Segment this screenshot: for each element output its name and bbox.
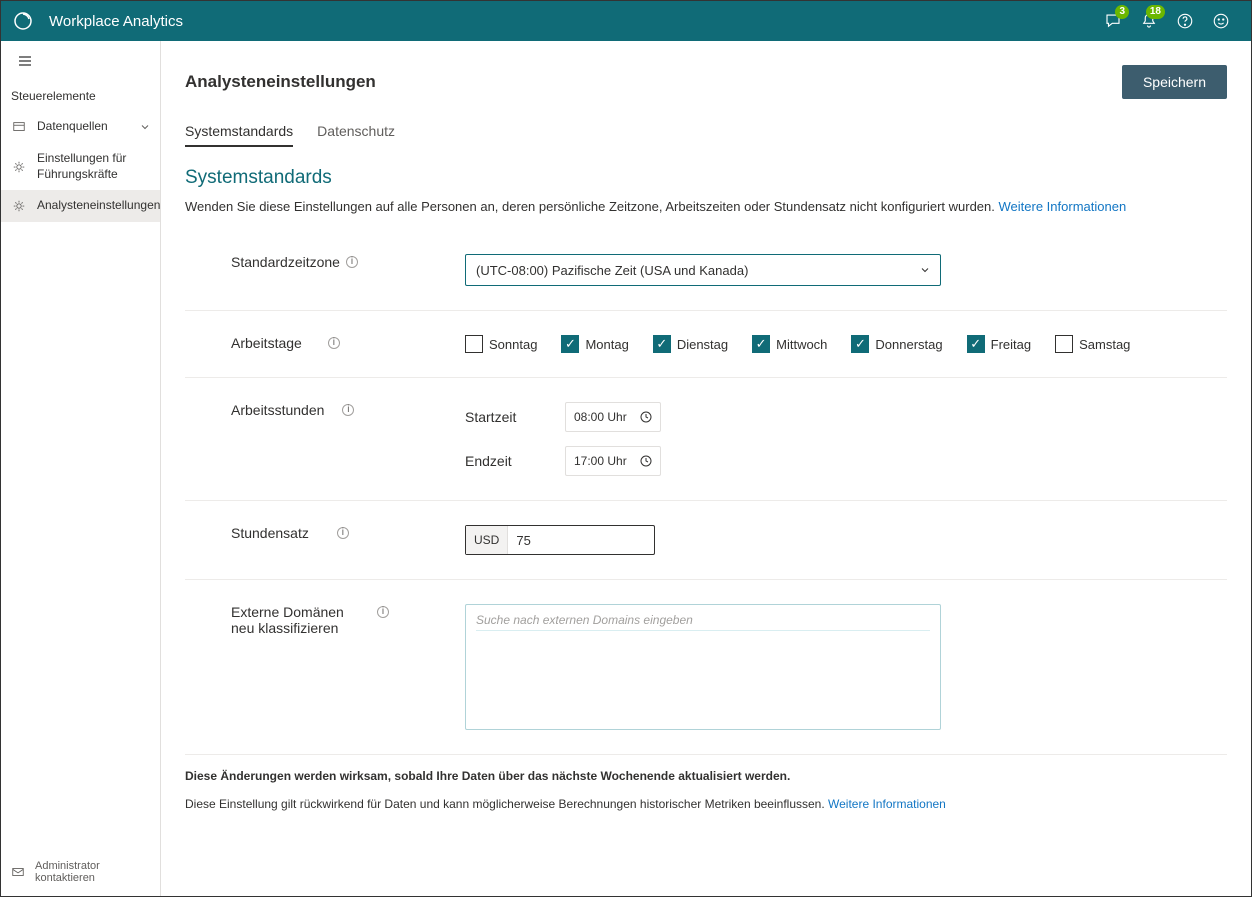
content-area: Analysteneinstellungen Speichern Systems… bbox=[161, 41, 1251, 896]
tabs: Systemstandards Datenschutz bbox=[185, 123, 1227, 147]
chat-icon[interactable]: 3 bbox=[1095, 1, 1131, 41]
checkbox-label: Samstag bbox=[1079, 337, 1130, 352]
chat-badge: 3 bbox=[1115, 5, 1129, 19]
sidebar-item-label: Einstellungen für Führungskräfte bbox=[37, 151, 150, 182]
save-button[interactable]: Speichern bbox=[1122, 65, 1227, 99]
rate-currency: USD bbox=[466, 526, 508, 554]
checkbox-label: Dienstag bbox=[677, 337, 728, 352]
checkbox-box: ✓ bbox=[752, 335, 770, 353]
workday-checkbox-sonntag[interactable]: Sonntag bbox=[465, 335, 537, 353]
bell-icon[interactable]: 18 bbox=[1131, 1, 1167, 41]
tab-systemstandards[interactable]: Systemstandards bbox=[185, 123, 293, 147]
checkbox-label: Donnerstag bbox=[875, 337, 942, 352]
section-heading: Systemstandards bbox=[185, 167, 1227, 189]
workhours-label: Arbeitsstunden bbox=[231, 402, 324, 418]
workday-checkbox-samstag[interactable]: Samstag bbox=[1055, 335, 1130, 353]
checkbox-box bbox=[1055, 335, 1073, 353]
sidebar: Steuerelemente Datenquellen Einstellunge… bbox=[1, 41, 161, 896]
more-info-link[interactable]: Weitere Informationen bbox=[999, 199, 1127, 214]
rate-label: Stundensatz bbox=[231, 525, 309, 541]
info-icon[interactable]: i bbox=[346, 256, 358, 268]
sidebar-item-label: Datenquellen bbox=[37, 119, 130, 135]
workday-checkbox-donnerstag[interactable]: ✓ Donnerstag bbox=[851, 335, 942, 353]
help-icon[interactable] bbox=[1167, 1, 1203, 41]
checkbox-label: Freitag bbox=[991, 337, 1031, 352]
sidebar-section-title: Steuerelemente bbox=[1, 81, 160, 111]
mail-icon bbox=[11, 865, 25, 879]
top-bar: Workplace Analytics 3 18 bbox=[1, 1, 1251, 41]
info-icon[interactable]: i bbox=[377, 606, 389, 618]
footer-more-info-link[interactable]: Weitere Informationen bbox=[828, 797, 946, 811]
sources-icon bbox=[11, 119, 27, 135]
sidebar-footer-label: Administrator kontaktieren bbox=[35, 860, 150, 884]
sidebar-item-datenquellen[interactable]: Datenquellen bbox=[1, 111, 160, 143]
end-time-input[interactable]: 17:00 Uhr bbox=[565, 446, 661, 476]
chevron-down-icon bbox=[140, 122, 150, 132]
checkbox-label: Sonntag bbox=[489, 337, 537, 352]
checkbox-box: ✓ bbox=[653, 335, 671, 353]
info-icon[interactable]: i bbox=[342, 404, 354, 416]
workday-checkbox-montag[interactable]: ✓ Montag bbox=[561, 335, 628, 353]
info-icon[interactable]: i bbox=[328, 337, 340, 349]
sidebar-item-einstellungen-fuehrungskraefte[interactable]: Einstellungen für Führungskräfte bbox=[1, 143, 160, 190]
workdays-checkboxes: Sonntag ✓ Montag ✓ Dienstag ✓ Mittwoch ✓ Donners… bbox=[465, 335, 1227, 353]
bell-badge: 18 bbox=[1146, 5, 1165, 19]
checkbox-label: Montag bbox=[585, 337, 628, 352]
checkbox-box: ✓ bbox=[561, 335, 579, 353]
checkbox-box bbox=[465, 335, 483, 353]
gear-icon bbox=[11, 159, 27, 175]
domains-search-box[interactable]: Suche nach externen Domains eingeben bbox=[465, 604, 941, 730]
end-time-label: Endzeit bbox=[465, 453, 525, 469]
footer-note-1: Diese Änderungen werden wirksam, sobald … bbox=[185, 769, 1227, 783]
checkbox-box: ✓ bbox=[967, 335, 985, 353]
workday-checkbox-freitag[interactable]: ✓ Freitag bbox=[967, 335, 1031, 353]
sidebar-footer-contact[interactable]: Administrator kontaktieren bbox=[1, 852, 160, 896]
timezone-label: Standardzeitzone bbox=[231, 254, 340, 270]
domains-label: Externe Domänen neu klassifizieren bbox=[231, 604, 371, 636]
start-time-input[interactable]: 08:00 Uhr bbox=[565, 402, 661, 432]
start-time-label: Startzeit bbox=[465, 409, 525, 425]
section-description: Wenden Sie diese Einstellungen auf alle … bbox=[185, 199, 1227, 214]
app-title: Workplace Analytics bbox=[49, 13, 183, 30]
checkbox-box: ✓ bbox=[851, 335, 869, 353]
feedback-icon[interactable] bbox=[1203, 1, 1239, 41]
tab-datenschutz[interactable]: Datenschutz bbox=[317, 123, 395, 147]
clock-icon bbox=[640, 411, 652, 423]
sidebar-item-analysteneinstellungen[interactable]: Analysteneinstellungen bbox=[1, 190, 160, 222]
hamburger-icon[interactable] bbox=[1, 41, 160, 81]
timezone-value: (UTC-08:00) Pazifische Zeit (USA und Kan… bbox=[476, 263, 748, 278]
workday-checkbox-dienstag[interactable]: ✓ Dienstag bbox=[653, 335, 728, 353]
rate-value: 75 bbox=[508, 526, 538, 554]
workday-checkbox-mittwoch[interactable]: ✓ Mittwoch bbox=[752, 335, 827, 353]
timezone-dropdown[interactable]: (UTC-08:00) Pazifische Zeit (USA und Kan… bbox=[465, 254, 941, 286]
clock-icon bbox=[640, 455, 652, 467]
chevron-down-icon bbox=[920, 265, 930, 275]
info-icon[interactable]: i bbox=[337, 527, 349, 539]
sidebar-item-label: Analysteneinstellungen bbox=[37, 198, 160, 214]
footer-note-2: Diese Einstellung gilt rückwirkend für D… bbox=[185, 797, 1227, 811]
rate-input[interactable]: USD 75 bbox=[465, 525, 655, 555]
page-title: Analysteneinstellungen bbox=[185, 72, 376, 92]
app-logo-icon bbox=[13, 11, 33, 31]
workdays-label: Arbeitstage bbox=[231, 335, 302, 351]
checkbox-label: Mittwoch bbox=[776, 337, 827, 352]
gear-icon bbox=[11, 198, 27, 214]
domains-placeholder: Suche nach externen Domains eingeben bbox=[476, 613, 930, 631]
